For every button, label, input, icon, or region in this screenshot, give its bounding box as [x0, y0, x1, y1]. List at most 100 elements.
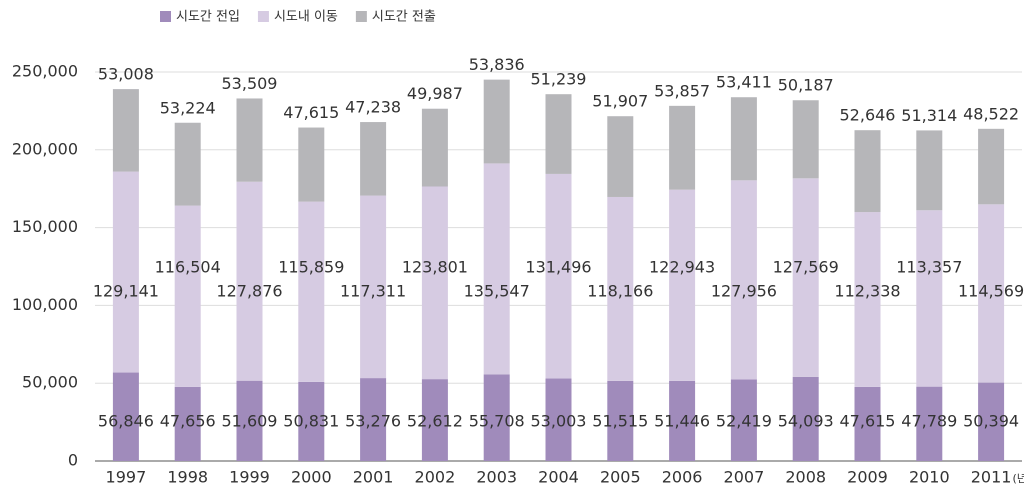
bar-segment: [174, 122, 201, 206]
x-tick-label: 2006: [662, 468, 703, 487]
value-label: 118,166: [587, 282, 653, 301]
bar-segment: [545, 94, 572, 174]
value-label: 52,612: [407, 412, 463, 431]
bar-segment: [298, 381, 325, 461]
value-label: 116,504: [155, 258, 221, 277]
bar-segment: [236, 98, 263, 182]
bar-segment: [607, 380, 634, 461]
bar-segment: [421, 186, 448, 380]
value-label: 48,522: [963, 104, 1019, 123]
value-label: 51,314: [901, 106, 957, 125]
bar-segment: [978, 128, 1005, 205]
value-label: 129,141: [93, 282, 159, 301]
x-tick-label: 2009: [847, 468, 888, 487]
bar-segment: [669, 189, 696, 381]
bar-segment: [174, 386, 201, 461]
bar-segment: [916, 386, 943, 461]
x-tick-label: 2000: [291, 468, 332, 487]
bar-segment: [112, 89, 139, 172]
bar-segment: [730, 97, 757, 181]
x-tick-label: 2004: [538, 468, 579, 487]
legend-label: 시도간 전출: [372, 10, 436, 25]
x-tick-label: 2001: [353, 468, 394, 487]
value-label: 47,238: [345, 98, 401, 117]
bar-segment: [792, 100, 819, 179]
value-label: 47,656: [160, 412, 216, 431]
bar-segment: [360, 195, 387, 379]
x-tick-label: 1999: [229, 468, 270, 487]
bar-segment: [298, 201, 325, 382]
value-label: 51,515: [592, 412, 648, 431]
bar-segment: [421, 379, 448, 461]
value-label: 54,093: [778, 412, 834, 431]
value-label: 53,008: [98, 65, 154, 84]
value-label: 53,411: [716, 73, 772, 92]
bar-segment: [360, 122, 387, 196]
bar-segment: [483, 374, 510, 461]
x-tick-label: 2008: [785, 468, 826, 487]
x-tick-label: 2007: [724, 468, 765, 487]
value-label: 50,187: [778, 76, 834, 95]
y-tick-label: 200,000: [12, 139, 78, 158]
x-tick-label: 2002: [415, 468, 456, 487]
value-label: 47,615: [840, 412, 896, 431]
value-label: 113,357: [896, 258, 962, 277]
value-label: 53,224: [160, 98, 216, 117]
value-label: 53,003: [531, 412, 587, 431]
bar-segment: [854, 386, 881, 461]
value-label: 47,789: [901, 412, 957, 431]
bar-segment: [236, 181, 263, 381]
x-tick-label: 2005: [600, 468, 641, 487]
bar-segment: [607, 196, 634, 381]
value-label: 50,394: [963, 412, 1019, 431]
value-label: 112,338: [834, 282, 900, 301]
value-label: 51,239: [531, 70, 587, 89]
value-label: 50,831: [283, 412, 339, 431]
value-label: 117,311: [340, 282, 406, 301]
value-label: 127,876: [216, 282, 282, 301]
value-label: 122,943: [649, 258, 715, 277]
bar-segment: [792, 178, 819, 377]
value-label: 52,419: [716, 412, 772, 431]
bar-segment: [669, 105, 696, 190]
legend-label: 시도내 이동: [274, 10, 338, 25]
value-label: 51,609: [222, 412, 278, 431]
bar-segment: [978, 204, 1005, 383]
y-tick-label: 150,000: [12, 217, 78, 236]
value-label: 115,859: [278, 258, 344, 277]
value-label: 114,569: [958, 282, 1024, 301]
bar-segment: [854, 130, 881, 213]
bar-segment: [978, 382, 1005, 461]
bar-segment: [854, 212, 881, 387]
legend-swatch: [257, 11, 269, 22]
value-label: 123,801: [402, 258, 468, 277]
bar-segment: [545, 378, 572, 461]
value-label: 127,569: [773, 258, 839, 277]
value-label: 53,836: [469, 55, 525, 74]
value-label: 51,907: [592, 92, 648, 111]
y-tick-label: 0: [68, 451, 78, 470]
value-label: 47,615: [283, 103, 339, 122]
value-label: 49,987: [407, 84, 463, 103]
x-tick-label: 1997: [106, 468, 147, 487]
value-label: 55,708: [469, 412, 525, 431]
value-label: 131,496: [525, 258, 591, 277]
legend-swatch: [160, 11, 171, 22]
bar-segment: [730, 180, 757, 380]
value-label: 53,509: [222, 74, 278, 93]
legend-label: 시도간 전입: [176, 10, 240, 25]
x-tick-label: 2010: [909, 468, 950, 487]
bar-segment: [174, 205, 201, 387]
x-tick-label: 1998: [167, 468, 208, 487]
legend-swatch: [355, 11, 367, 22]
bar-segment: [360, 378, 387, 461]
bar-segment: [916, 210, 943, 387]
value-label: 52,646: [840, 106, 896, 125]
y-tick-label: 50,000: [22, 373, 78, 392]
bar-segment: [916, 130, 943, 211]
bar-segment: [421, 108, 448, 187]
bar-segment: [298, 127, 325, 202]
x-tick-label: 2003: [476, 468, 517, 487]
value-label: 135,547: [464, 282, 530, 301]
